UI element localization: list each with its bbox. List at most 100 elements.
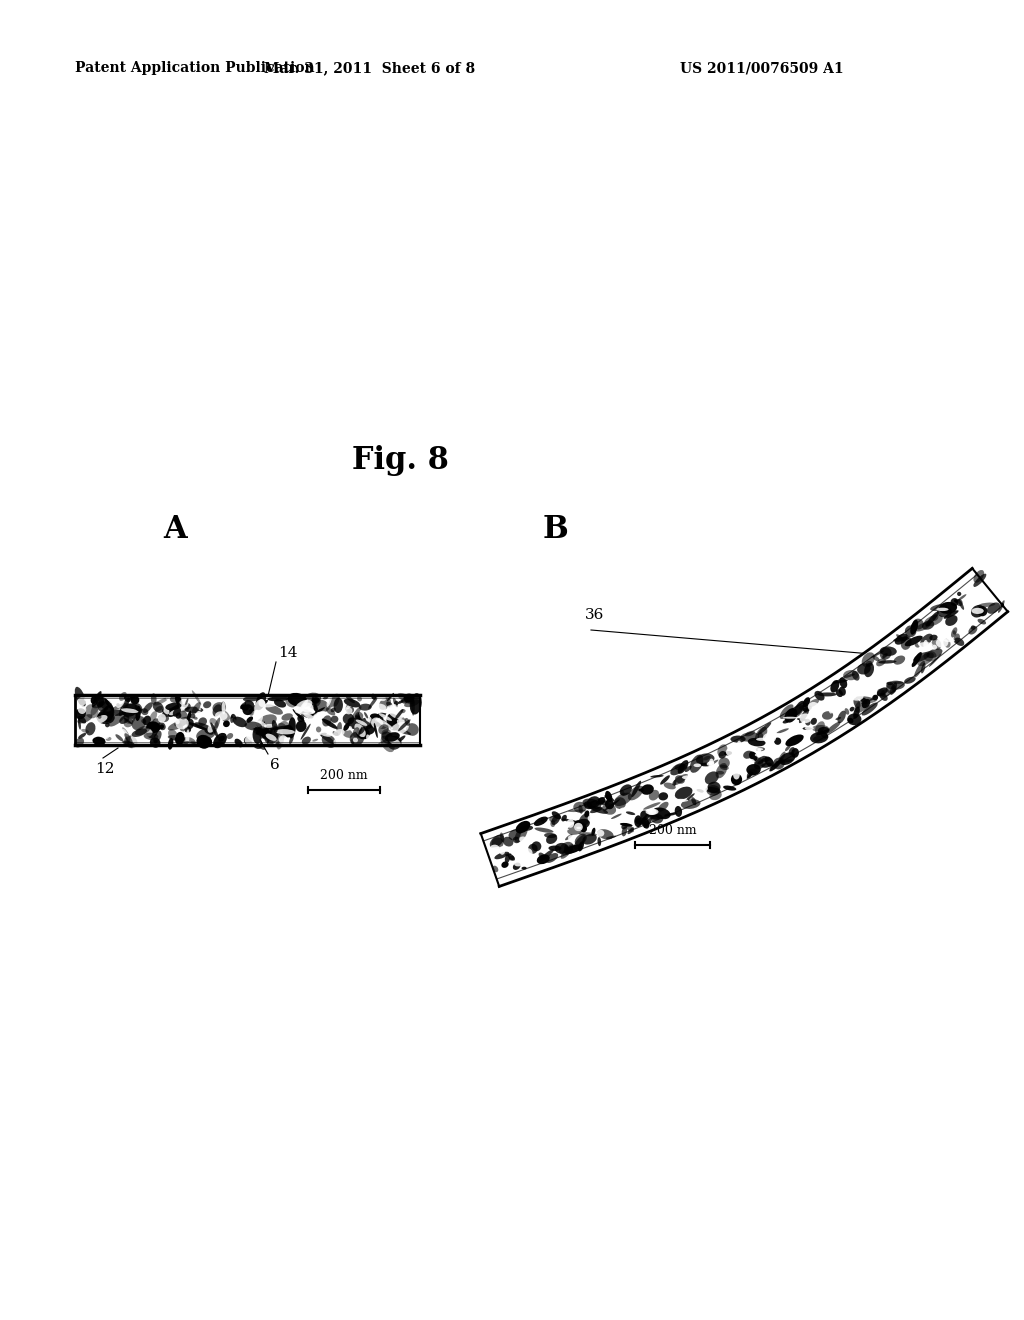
Ellipse shape	[810, 731, 828, 743]
Ellipse shape	[250, 735, 262, 748]
Ellipse shape	[122, 741, 135, 746]
Ellipse shape	[218, 735, 225, 742]
Ellipse shape	[574, 822, 583, 832]
Ellipse shape	[754, 747, 763, 751]
Ellipse shape	[304, 700, 316, 710]
Ellipse shape	[626, 807, 636, 810]
Ellipse shape	[404, 700, 420, 708]
Ellipse shape	[856, 686, 867, 696]
Ellipse shape	[168, 705, 182, 717]
Ellipse shape	[234, 739, 243, 747]
Ellipse shape	[343, 723, 349, 731]
Ellipse shape	[573, 818, 590, 830]
Ellipse shape	[936, 607, 948, 611]
Ellipse shape	[568, 809, 586, 812]
Ellipse shape	[170, 696, 179, 704]
Ellipse shape	[310, 698, 321, 708]
Ellipse shape	[311, 697, 319, 704]
Ellipse shape	[719, 758, 730, 768]
Ellipse shape	[358, 704, 372, 710]
Ellipse shape	[331, 715, 338, 723]
Ellipse shape	[297, 704, 310, 708]
Ellipse shape	[123, 704, 141, 714]
Ellipse shape	[958, 599, 965, 610]
Ellipse shape	[626, 812, 635, 814]
Ellipse shape	[219, 710, 230, 723]
Ellipse shape	[822, 711, 834, 719]
Ellipse shape	[294, 706, 303, 713]
Ellipse shape	[850, 706, 854, 711]
Ellipse shape	[933, 614, 938, 620]
Ellipse shape	[720, 764, 729, 770]
Ellipse shape	[308, 708, 325, 718]
Ellipse shape	[85, 704, 98, 718]
Ellipse shape	[75, 738, 84, 747]
Ellipse shape	[364, 734, 369, 739]
Ellipse shape	[736, 755, 740, 758]
Ellipse shape	[92, 692, 101, 708]
Ellipse shape	[519, 837, 526, 842]
Ellipse shape	[111, 708, 115, 718]
Ellipse shape	[853, 698, 860, 709]
Ellipse shape	[660, 775, 670, 784]
Ellipse shape	[918, 652, 934, 667]
Ellipse shape	[805, 726, 814, 730]
Ellipse shape	[650, 775, 664, 777]
Ellipse shape	[253, 727, 261, 744]
Ellipse shape	[981, 590, 987, 594]
Text: 14: 14	[278, 645, 298, 660]
Ellipse shape	[772, 752, 780, 756]
Ellipse shape	[564, 845, 569, 854]
Ellipse shape	[168, 738, 173, 750]
Ellipse shape	[892, 686, 896, 692]
Ellipse shape	[794, 701, 805, 715]
Ellipse shape	[381, 731, 393, 744]
Ellipse shape	[221, 701, 225, 709]
Ellipse shape	[904, 636, 923, 647]
Ellipse shape	[913, 652, 930, 661]
Ellipse shape	[255, 722, 265, 738]
Ellipse shape	[716, 763, 727, 779]
Polygon shape	[481, 569, 1008, 887]
Ellipse shape	[168, 735, 185, 741]
Ellipse shape	[379, 697, 391, 710]
Ellipse shape	[208, 723, 215, 733]
Ellipse shape	[364, 714, 371, 723]
Ellipse shape	[797, 718, 807, 721]
Ellipse shape	[175, 696, 182, 706]
Ellipse shape	[782, 717, 798, 718]
Ellipse shape	[90, 702, 99, 715]
Ellipse shape	[168, 721, 186, 730]
Ellipse shape	[685, 766, 691, 772]
Ellipse shape	[731, 774, 742, 785]
Ellipse shape	[893, 636, 909, 642]
Ellipse shape	[546, 853, 558, 863]
Ellipse shape	[178, 722, 184, 733]
Ellipse shape	[288, 717, 296, 738]
Ellipse shape	[121, 709, 138, 713]
Ellipse shape	[203, 701, 211, 709]
Ellipse shape	[508, 854, 515, 861]
Ellipse shape	[579, 805, 583, 813]
Ellipse shape	[956, 599, 963, 606]
Ellipse shape	[197, 735, 211, 748]
Ellipse shape	[638, 810, 650, 828]
Ellipse shape	[978, 619, 986, 624]
Ellipse shape	[950, 598, 958, 606]
Ellipse shape	[977, 606, 987, 616]
Ellipse shape	[877, 688, 888, 696]
Ellipse shape	[232, 717, 247, 727]
Ellipse shape	[901, 635, 911, 649]
Ellipse shape	[580, 825, 587, 833]
Ellipse shape	[213, 718, 220, 734]
Ellipse shape	[515, 826, 527, 842]
Ellipse shape	[81, 729, 89, 733]
Ellipse shape	[573, 820, 582, 832]
Ellipse shape	[561, 814, 567, 821]
Ellipse shape	[298, 702, 304, 714]
Ellipse shape	[585, 810, 590, 817]
Ellipse shape	[351, 739, 354, 744]
Ellipse shape	[131, 696, 139, 705]
Ellipse shape	[972, 607, 984, 614]
Ellipse shape	[987, 602, 1000, 614]
